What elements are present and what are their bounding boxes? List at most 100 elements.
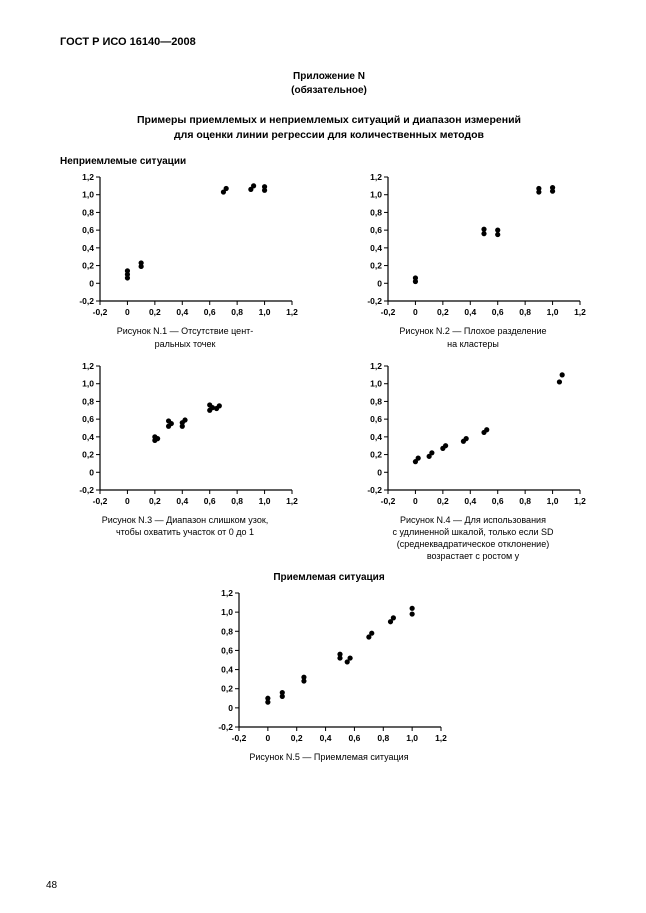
svg-text:-0,2: -0,2 [232,733,247,743]
svg-text:-0,2: -0,2 [218,722,233,732]
svg-text:-0,2: -0,2 [367,296,382,306]
page-number: 48 [46,880,57,891]
svg-text:1,2: 1,2 [370,172,382,182]
svg-text:-0,2: -0,2 [79,485,94,495]
svg-text:-0,2: -0,2 [367,485,382,495]
svg-text:1,2: 1,2 [574,496,586,506]
svg-text:0: 0 [89,279,94,289]
svg-text:0,6: 0,6 [204,496,216,506]
svg-text:0,8: 0,8 [221,627,233,637]
svg-text:1,0: 1,0 [82,190,94,200]
svg-text:1,2: 1,2 [574,307,586,317]
title-line2: для оценки линии регрессии для количеств… [174,129,484,141]
svg-text:0,8: 0,8 [370,396,382,406]
svg-text:1,2: 1,2 [221,588,233,598]
svg-text:0,6: 0,6 [370,414,382,424]
svg-text:0,4: 0,4 [221,665,233,675]
annex-mandatory: (обязательное) [291,85,367,96]
svg-text:0,8: 0,8 [82,396,94,406]
chart-n2-wrap: -0,200,20,40,60,81,01,2-0,200,20,40,60,8… [348,171,598,349]
svg-text:0,4: 0,4 [464,307,476,317]
svg-text:0,4: 0,4 [82,432,94,442]
svg-text:0,2: 0,2 [82,449,94,459]
svg-text:0,8: 0,8 [519,307,531,317]
svg-text:0,8: 0,8 [231,496,243,506]
svg-text:1,2: 1,2 [82,361,94,371]
caption-n2-l1: Рисунок N.2 — Плохое разделение [399,326,546,336]
chart-n2: -0,200,20,40,60,81,01,2-0,200,20,40,60,8… [358,171,588,321]
svg-text:0,6: 0,6 [492,307,504,317]
svg-text:0,2: 0,2 [437,307,449,317]
chart-n5-wrap: -0,2 0 0,2 0,4 0,6 0,8 1,0 1,2 -0,2 0 0,2 0,4 0,6 0,8… [204,587,454,763]
chart-n4-wrap: -0,200,20,40,60,81,01,2-0,200,20,40,60,8… [348,360,598,563]
svg-text:0: 0 [125,307,130,317]
svg-text:0,4: 0,4 [176,307,188,317]
svg-text:0,8: 0,8 [377,733,389,743]
svg-text:0: 0 [125,496,130,506]
caption-n4-l4: возрастает с ростом y [427,551,519,561]
svg-text:0,6: 0,6 [221,646,233,656]
svg-text:0,2: 0,2 [149,496,161,506]
svg-text:0,4: 0,4 [320,733,332,743]
svg-text:0,2: 0,2 [221,684,233,694]
svg-text:0: 0 [377,279,382,289]
svg-text:-0,2: -0,2 [93,307,108,317]
row1: -0,2 0 0,2 0,4 0,6 0,8 1,0 1,2 -0,2 0 0,2 0,4 0,6 0,8… [60,171,598,349]
svg-text:0,8: 0,8 [82,208,94,218]
caption-n2-l2: на кластеры [447,339,499,349]
svg-text:0,4: 0,4 [370,243,382,253]
svg-text:0,4: 0,4 [82,243,94,253]
svg-text:1,0: 1,0 [406,733,418,743]
svg-text:0,8: 0,8 [370,208,382,218]
svg-text:0,6: 0,6 [82,226,94,236]
caption-n4-l2: с удлиненной шкалой, только если SD [392,527,553,537]
title-line1: Примеры приемлемых и неприемлемых ситуац… [137,114,521,126]
svg-text:0,4: 0,4 [176,496,188,506]
svg-text:0,2: 0,2 [149,307,161,317]
acceptable-label: Приемлемая ситуация [273,572,384,583]
caption-n4-l1: Рисунок N.4 — Для использования [400,515,546,525]
caption-n3-l2: чтобы охватить участок от 0 до 1 [116,527,254,537]
svg-text:0,6: 0,6 [349,733,361,743]
svg-text:0,6: 0,6 [204,307,216,317]
svg-text:1,0: 1,0 [221,607,233,617]
svg-text:0: 0 [89,467,94,477]
chart-n1: -0,200,20,40,60,81,01,2-0,200,20,40,60,8… [70,171,300,321]
svg-text:0: 0 [265,733,270,743]
svg-text:0,2: 0,2 [291,733,303,743]
svg-text:0,2: 0,2 [370,261,382,271]
svg-text:-0,2: -0,2 [381,496,396,506]
caption-n5: Рисунок N.5 — Приемлемая ситуация [249,751,408,763]
svg-text:0,2: 0,2 [437,496,449,506]
svg-text:0,4: 0,4 [464,496,476,506]
svg-text:0: 0 [377,467,382,477]
svg-text:-0,2: -0,2 [93,496,108,506]
svg-text:1,2: 1,2 [82,172,94,182]
chart-n3: -0,200,20,40,60,81,01,2-0,200,20,40,60,8… [70,360,300,510]
svg-text:1,0: 1,0 [82,378,94,388]
svg-text:-0,2: -0,2 [79,296,94,306]
caption-n4: Рисунок N.4 — Для использования с удлине… [392,514,553,563]
svg-text:0,8: 0,8 [519,496,531,506]
main-title: Примеры приемлемых и неприемлемых ситуац… [60,113,598,142]
svg-text:0: 0 [413,496,418,506]
caption-n1-l2: ральных точек [155,339,216,349]
acceptable-section: Приемлемая ситуация -0,2 0 0,2 0,4 0,6 0,8 1,0… [60,572,598,763]
annex-label: Приложение N [293,71,365,82]
svg-text:1,2: 1,2 [286,307,298,317]
unacceptable-label: Неприемлемые ситуации [60,156,598,167]
svg-text:0,2: 0,2 [82,261,94,271]
row2: -0,2 0 0,2 0,4 0,6 0,8 1,0 1,2 -0,2 0 0,2 0,4 0,6 0,8… [60,360,598,563]
caption-n3-l1: Рисунок N.3 — Диапазон слишком узок, [102,515,269,525]
caption-n2: Рисунок N.2 — Плохое разделение на класт… [399,325,546,349]
svg-text:0,2: 0,2 [370,449,382,459]
svg-text:0: 0 [228,703,233,713]
svg-text:0,6: 0,6 [492,496,504,506]
svg-text:1,2: 1,2 [435,733,447,743]
svg-text:1,0: 1,0 [547,307,559,317]
svg-text:1,2: 1,2 [370,361,382,371]
svg-text:1,0: 1,0 [547,496,559,506]
annex-title: Приложение N (обязательное) [60,70,598,97]
svg-text:0: 0 [413,307,418,317]
chart-n5: -0,2 0 0,2 0,4 0,6 0,8 1,0 1,2 -0,2 0 0,2 0,4 0,6 0,8… [209,587,449,747]
